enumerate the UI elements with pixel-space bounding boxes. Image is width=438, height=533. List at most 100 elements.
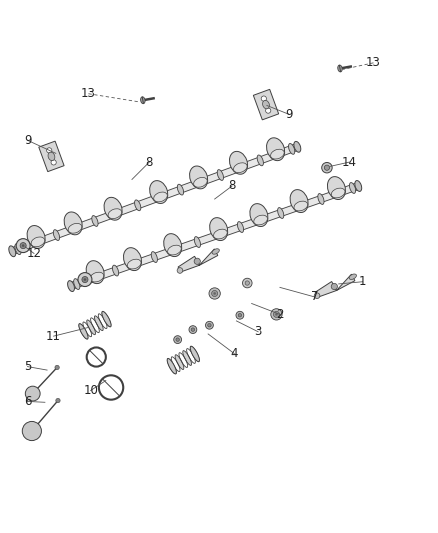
Circle shape	[78, 272, 92, 287]
Ellipse shape	[90, 272, 104, 282]
Circle shape	[275, 313, 278, 316]
Ellipse shape	[350, 183, 356, 193]
Circle shape	[20, 243, 26, 249]
Ellipse shape	[191, 346, 199, 361]
Circle shape	[174, 336, 182, 344]
Circle shape	[205, 321, 213, 329]
Circle shape	[177, 268, 183, 273]
Ellipse shape	[67, 281, 74, 292]
Ellipse shape	[338, 65, 342, 72]
Ellipse shape	[15, 244, 21, 255]
Ellipse shape	[113, 265, 119, 276]
Ellipse shape	[271, 149, 284, 159]
Ellipse shape	[104, 197, 122, 220]
Ellipse shape	[27, 225, 45, 248]
Ellipse shape	[177, 184, 184, 195]
Ellipse shape	[167, 359, 177, 374]
Ellipse shape	[164, 233, 182, 256]
Text: 8: 8	[146, 156, 153, 168]
Ellipse shape	[74, 279, 80, 289]
Circle shape	[331, 284, 337, 289]
Ellipse shape	[194, 237, 201, 247]
Circle shape	[322, 163, 332, 173]
Circle shape	[243, 278, 252, 288]
Ellipse shape	[237, 222, 244, 232]
Ellipse shape	[167, 359, 176, 374]
Text: 10: 10	[83, 384, 98, 397]
Circle shape	[22, 244, 25, 247]
Ellipse shape	[151, 252, 157, 262]
Ellipse shape	[230, 151, 247, 174]
Text: 9: 9	[285, 108, 293, 120]
Circle shape	[189, 326, 197, 334]
Circle shape	[22, 422, 42, 441]
Ellipse shape	[289, 143, 295, 154]
Polygon shape	[39, 141, 64, 172]
Text: 14: 14	[342, 156, 357, 168]
Ellipse shape	[64, 212, 82, 235]
Polygon shape	[315, 274, 355, 297]
Text: 4: 4	[230, 347, 238, 360]
Ellipse shape	[102, 311, 111, 327]
Ellipse shape	[87, 320, 95, 335]
Circle shape	[176, 338, 180, 341]
Ellipse shape	[68, 223, 82, 233]
Ellipse shape	[212, 249, 219, 254]
Circle shape	[82, 277, 88, 282]
Circle shape	[84, 278, 86, 281]
Circle shape	[212, 290, 218, 296]
Ellipse shape	[190, 166, 208, 189]
Circle shape	[271, 309, 282, 320]
Circle shape	[16, 239, 30, 253]
Ellipse shape	[53, 230, 60, 240]
Ellipse shape	[134, 200, 141, 211]
Ellipse shape	[108, 209, 122, 219]
Text: 11: 11	[46, 329, 61, 343]
Text: 6: 6	[24, 395, 31, 408]
Ellipse shape	[168, 245, 181, 255]
Circle shape	[51, 160, 56, 165]
Ellipse shape	[194, 177, 207, 187]
Ellipse shape	[79, 324, 88, 339]
Text: 12: 12	[27, 247, 42, 260]
Ellipse shape	[124, 248, 141, 271]
Circle shape	[194, 258, 200, 264]
Text: 5: 5	[24, 360, 31, 373]
Circle shape	[324, 165, 329, 171]
Ellipse shape	[233, 163, 247, 173]
Ellipse shape	[294, 141, 301, 152]
Ellipse shape	[267, 138, 285, 160]
Ellipse shape	[263, 100, 269, 109]
Ellipse shape	[349, 274, 357, 279]
Circle shape	[265, 108, 271, 113]
Circle shape	[191, 328, 194, 332]
Ellipse shape	[141, 97, 145, 104]
Circle shape	[55, 365, 59, 370]
Ellipse shape	[150, 181, 168, 204]
Ellipse shape	[294, 201, 307, 211]
Circle shape	[209, 288, 220, 299]
Circle shape	[25, 386, 40, 401]
Ellipse shape	[175, 355, 184, 369]
Circle shape	[245, 281, 250, 285]
Circle shape	[236, 311, 244, 319]
Text: 13: 13	[366, 56, 381, 69]
Circle shape	[208, 324, 211, 327]
Circle shape	[273, 311, 279, 318]
Circle shape	[213, 292, 216, 295]
Ellipse shape	[102, 312, 111, 327]
Ellipse shape	[48, 152, 55, 160]
Ellipse shape	[31, 237, 45, 247]
Ellipse shape	[254, 215, 268, 225]
Ellipse shape	[217, 169, 223, 180]
Ellipse shape	[190, 346, 199, 362]
Circle shape	[238, 313, 242, 317]
Text: 13: 13	[81, 87, 96, 100]
Text: 2: 2	[276, 308, 284, 321]
Ellipse shape	[290, 190, 308, 213]
Polygon shape	[11, 143, 299, 255]
Ellipse shape	[257, 155, 263, 166]
Ellipse shape	[328, 176, 346, 199]
Ellipse shape	[250, 204, 268, 227]
Circle shape	[261, 96, 266, 101]
